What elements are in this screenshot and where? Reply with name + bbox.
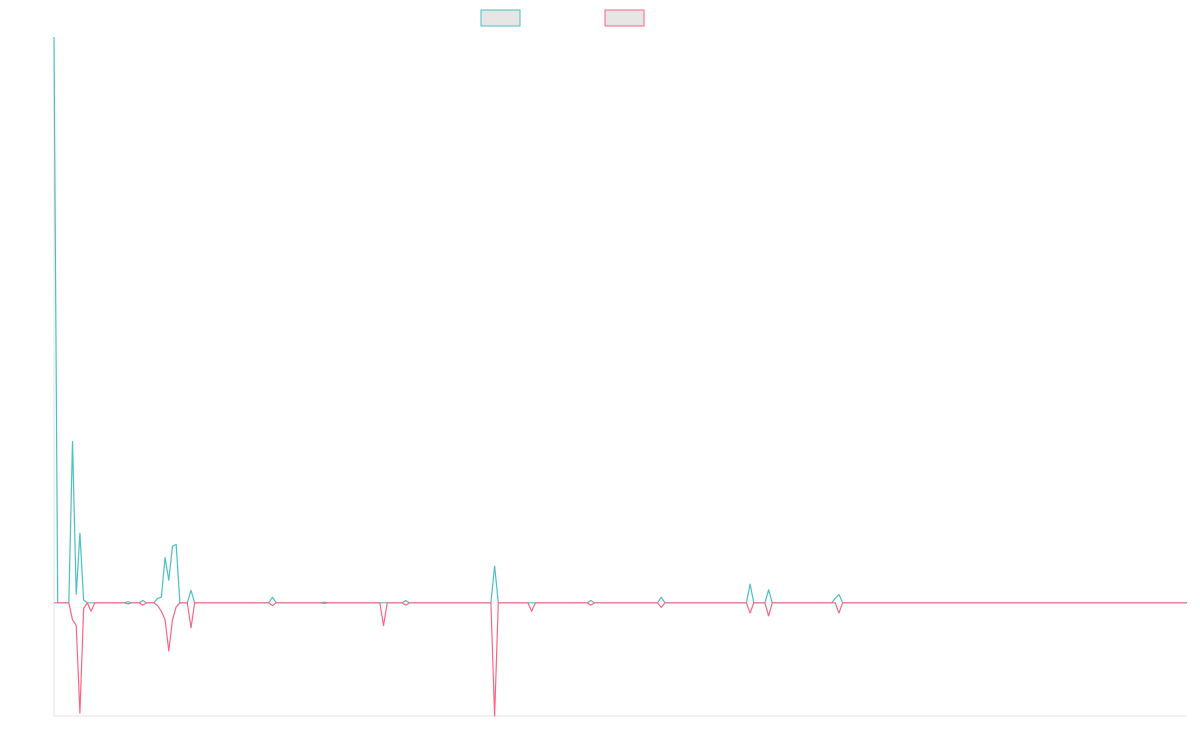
- series-line: [53, 36, 1187, 604]
- series-line: [54, 602, 1187, 717]
- legend-swatch: [480, 9, 521, 27]
- legend-swatch: [604, 9, 645, 27]
